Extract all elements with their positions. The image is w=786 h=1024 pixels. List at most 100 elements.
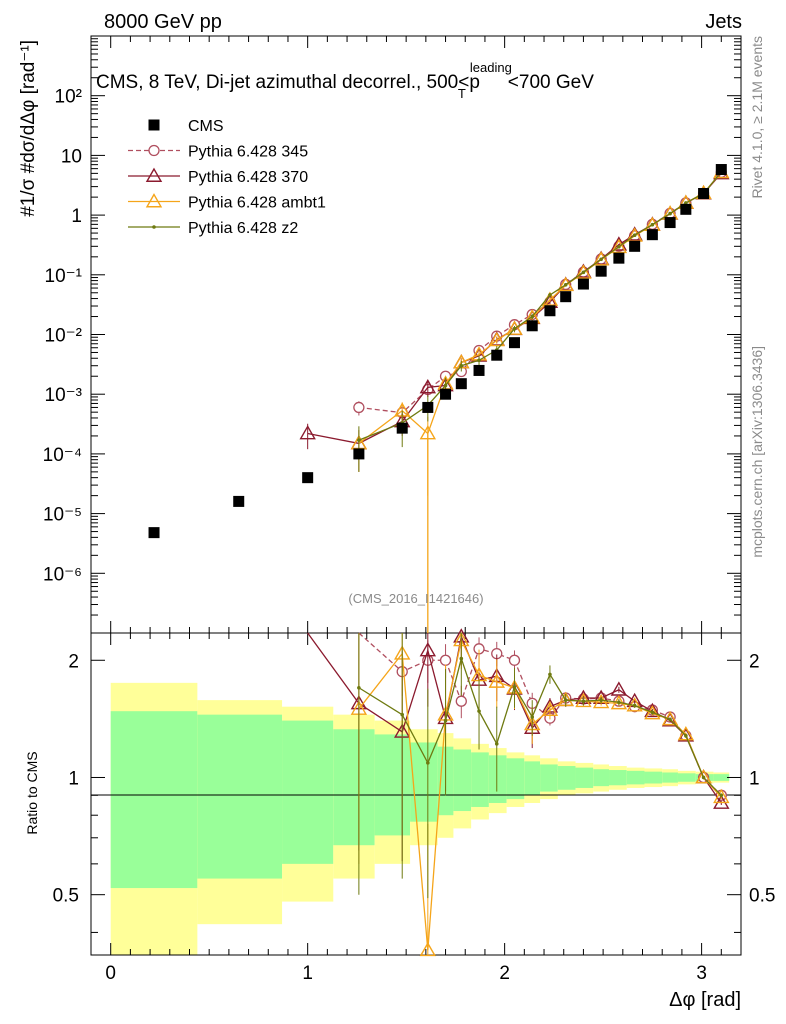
ratio-point-p345 (455, 695, 467, 707)
legend-marker (148, 119, 160, 131)
ratio-point-z2 (668, 717, 672, 722)
main-point-cms (680, 203, 692, 215)
ratio-point-z2 (400, 712, 405, 717)
jets-label: Jets (705, 11, 742, 33)
ratio-point-z2 (512, 684, 517, 689)
ratio-point-z2 (563, 698, 568, 702)
x-tick-label: 1 (302, 963, 313, 984)
main-point-p345 (353, 401, 365, 414)
band-green-bin (453, 749, 472, 812)
ratio-point-z2 (357, 685, 361, 690)
main-point-cms (577, 278, 589, 290)
y-axis-label-ratio: Ratio to CMS (24, 751, 40, 834)
ratio-point-p370 (419, 642, 437, 657)
main-point-cms (526, 320, 538, 332)
main-point-ambt1 (557, 276, 574, 292)
main-point-z2 (530, 314, 535, 319)
ratio-point-z2 (426, 761, 430, 765)
main-point-cms (233, 495, 245, 507)
ratio-point-z2 (530, 715, 535, 719)
y-tick-label-main: 10⁻⁴ (43, 445, 82, 466)
mcplots-label: mcplots.cern.ch [arXiv:1306.3436] (749, 346, 765, 558)
legend-marker (145, 167, 163, 182)
ratio-point-p345 (508, 654, 521, 666)
band-green-bin (282, 720, 334, 864)
y-axis-label-main: #1/σ #dσ/dΔφ [rad⁻¹] (18, 40, 39, 217)
band-green-bin (677, 773, 696, 782)
y-tick-label-ratio-right: 0.5 (749, 886, 775, 907)
ratio-point-ambt1 (592, 693, 610, 709)
band-green-bin (662, 772, 678, 783)
main-point-ambt1 (610, 238, 628, 254)
ratio-point-p345 (439, 654, 452, 666)
main-point-cms (508, 337, 520, 349)
band-green-bin (524, 761, 541, 796)
y-tick-label-main: 10 (61, 146, 82, 167)
main-point-cms (455, 378, 467, 390)
analysis-tag: (CMS_2016_I1421646) (348, 591, 483, 606)
main-point-z2 (548, 293, 552, 297)
y-tick-label-ratio: 1 (68, 768, 79, 789)
ratio-point-z2 (599, 698, 603, 702)
main-point-z2 (632, 233, 637, 238)
band-green-bin (506, 758, 525, 800)
y-tick-label-main: 10⁻¹ (45, 266, 83, 287)
main-point-z2 (599, 257, 603, 262)
main-point-ambt1 (488, 331, 505, 347)
legend-marker (152, 225, 156, 229)
x-tick-label: 2 (499, 963, 510, 984)
main-point-p370 (299, 425, 316, 440)
main-point-cms (396, 422, 408, 434)
main-point-cms (646, 229, 658, 241)
ratio-line-p345 (358, 632, 722, 796)
main-point-ambt1 (506, 320, 523, 335)
band-green-bin (374, 734, 411, 836)
ratio-point-z2 (719, 793, 724, 798)
main-point-z2 (477, 358, 481, 363)
band-green-bin (471, 752, 489, 807)
y-tick-label-ratio: 0.5 (53, 886, 79, 907)
ratio-point-ambt1 (695, 769, 712, 784)
ratio-point-ambt1 (677, 726, 695, 741)
main-line-p345 (358, 171, 722, 414)
y-tick-label-main: 10⁻⁵ (43, 505, 82, 526)
chart-title: CMS, 8 TeV, Di-jet azimuthal decorrel., … (96, 60, 594, 101)
ratio-series-layer (307, 628, 730, 957)
main-point-cms (544, 305, 556, 317)
ratio-point-z2 (459, 656, 464, 661)
band-green-bin (557, 766, 576, 790)
y-tick-label-ratio-right: 2 (749, 651, 760, 672)
band-green-bin (333, 729, 375, 846)
x-axis-label: Δφ [rad] (669, 989, 741, 1011)
x-tick-label: 3 (696, 963, 707, 984)
ratio-point-ambt1 (488, 673, 505, 688)
ratio-point-z2 (443, 718, 448, 723)
ratio-point-ambt1 (644, 705, 661, 720)
band-green-bin (644, 771, 663, 784)
uncertainty-bands (110, 682, 730, 955)
main-point-z2 (459, 363, 464, 368)
legend-label: Pythia 6.428 370 (188, 169, 308, 186)
main-line-z2 (358, 171, 722, 441)
main-point-cms (353, 448, 365, 460)
ratio-point-z2 (684, 733, 688, 738)
ratio-point-ambt1 (419, 941, 437, 957)
ratio-point-z2 (494, 742, 499, 746)
main-point-cms (664, 217, 676, 229)
y-tick-label-ratio-right: 1 (749, 768, 760, 789)
ratio-point-z2 (617, 700, 621, 705)
band-green-bin (540, 764, 558, 792)
chart-title-sup: leading (470, 60, 512, 75)
main-point-cms (148, 527, 160, 539)
main-point-cms (715, 164, 727, 176)
y-tick-label-main: 10² (55, 87, 82, 108)
ratio-point-ambt1 (575, 692, 592, 708)
main-point-z2 (357, 438, 361, 442)
chart-title-main: CMS, 8 TeV, Di-jet azimuthal decorrel., … (96, 72, 480, 93)
main-point-cms (302, 472, 314, 484)
band-green-bin (626, 770, 645, 785)
main-line-p370 (307, 172, 722, 445)
main-point-cms (629, 240, 641, 252)
ratio-point-z2 (477, 709, 481, 713)
band-green-bin (575, 767, 594, 788)
